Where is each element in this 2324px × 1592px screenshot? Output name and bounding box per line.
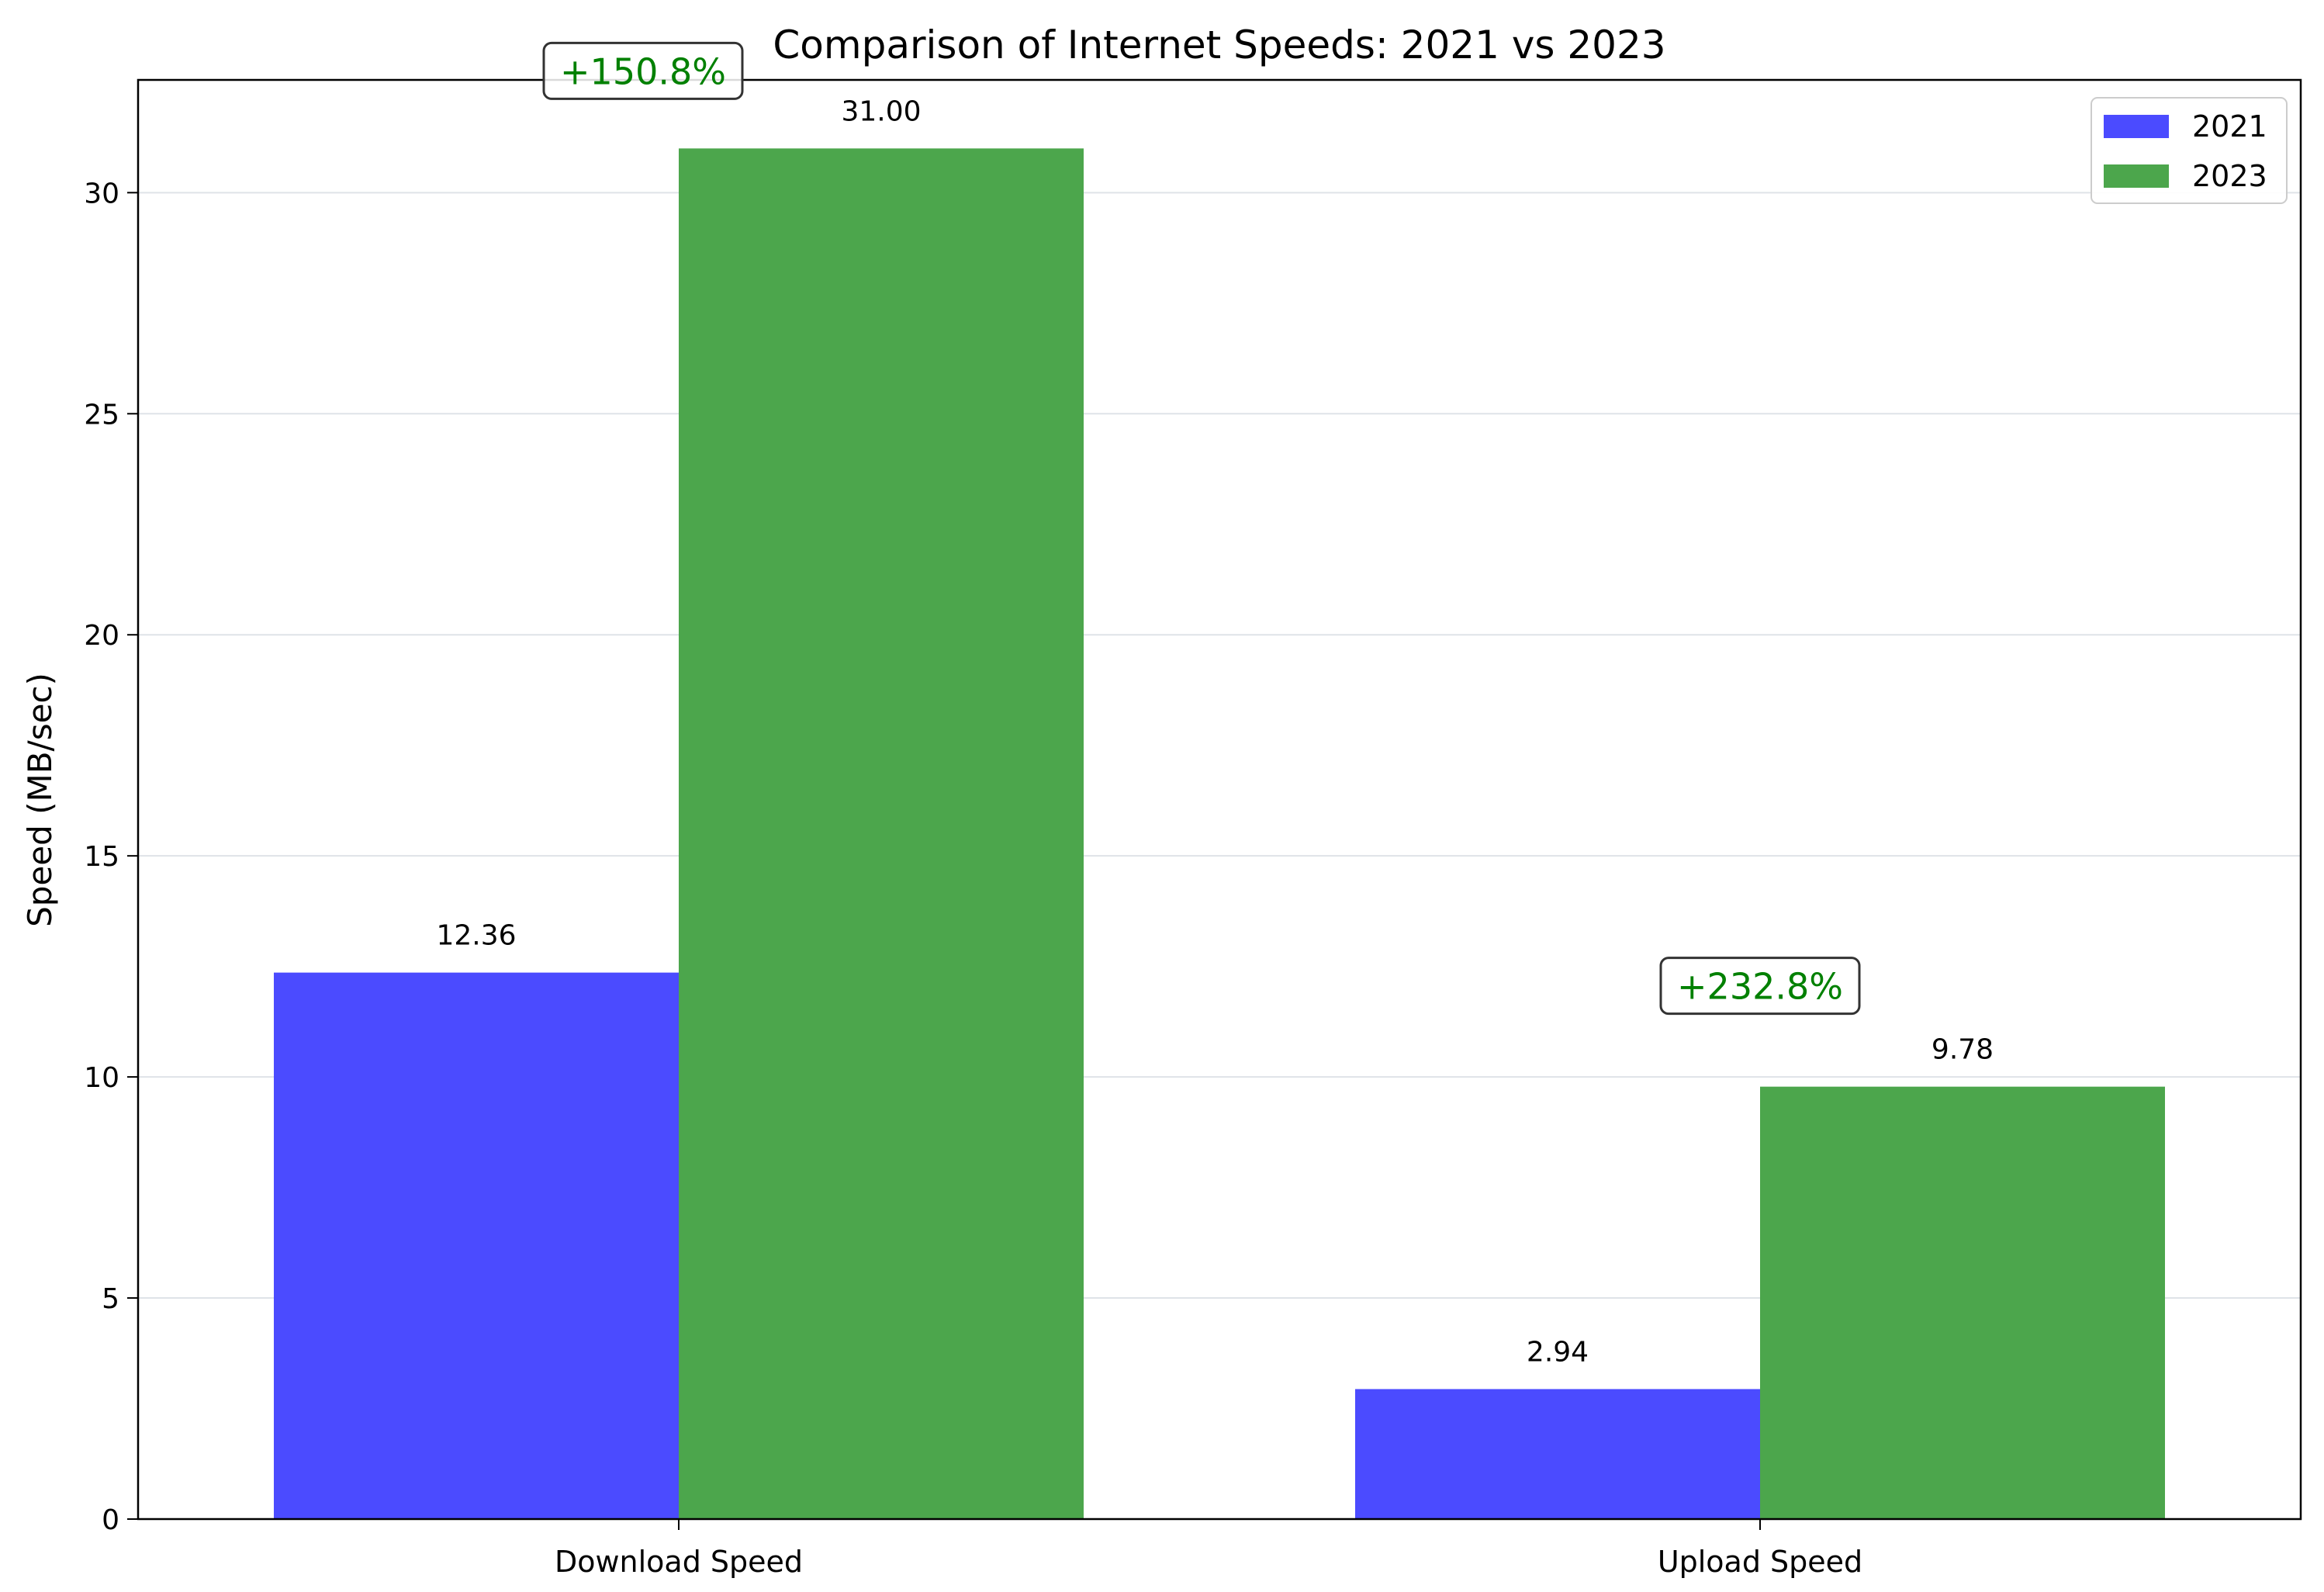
legend: 2021 2023 — [2091, 97, 2288, 204]
annotation-0: +150.8% — [542, 41, 744, 100]
bar-2023-0 — [679, 148, 1084, 1519]
bar-2023-1 — [1760, 1086, 2165, 1519]
value-label: 9.78 — [1931, 1034, 1994, 1066]
y-tick-label: 5 — [102, 1283, 119, 1315]
legend-label: 2023 — [2192, 159, 2267, 193]
annotation-box — [542, 41, 744, 100]
y-axis: 0 5 10 15 20 25 30 — [84, 178, 138, 1536]
x-tick-label: Upload Speed — [1658, 1545, 1862, 1579]
value-labels: 12.36 31.00 2.94 9.78 — [436, 95, 1994, 1368]
change-annotations: +150.8% +232.8% — [542, 41, 1861, 1016]
y-tick-label: 20 — [84, 620, 119, 652]
y-tick-label: 0 — [102, 1504, 119, 1536]
legend-label: 2021 — [2192, 109, 2267, 144]
x-tick-label: Download Speed — [555, 1545, 803, 1579]
y-axis-label: Speed (MB/sec) — [21, 673, 59, 927]
value-label: 12.36 — [436, 920, 516, 952]
bars — [274, 148, 2165, 1519]
plot-frame — [137, 78, 2302, 1521]
annotation-text: +150.8% — [560, 50, 726, 92]
value-label: 2.94 — [1527, 1336, 1589, 1368]
y-tick-label: 10 — [84, 1062, 119, 1094]
bar-2021-0 — [274, 972, 679, 1519]
x-axis: Download Speed Upload Speed — [555, 1519, 1862, 1579]
y-tick-label: 15 — [84, 841, 119, 873]
y-tick-label: 25 — [84, 399, 119, 431]
y-tick-label: 30 — [84, 178, 119, 209]
annotation-box — [1659, 957, 1861, 1016]
legend-swatch-2021 — [2104, 115, 2169, 138]
legend-swatch-2023 — [2104, 164, 2169, 188]
chart-title: Comparison of Internet Speeds: 2021 vs 2… — [773, 22, 1665, 67]
annotation-text: +232.8% — [1677, 966, 1843, 1008]
bar-2021-1 — [1355, 1389, 1760, 1519]
annotation-1: +232.8% — [1659, 957, 1861, 1016]
value-label: 31.00 — [841, 95, 921, 127]
